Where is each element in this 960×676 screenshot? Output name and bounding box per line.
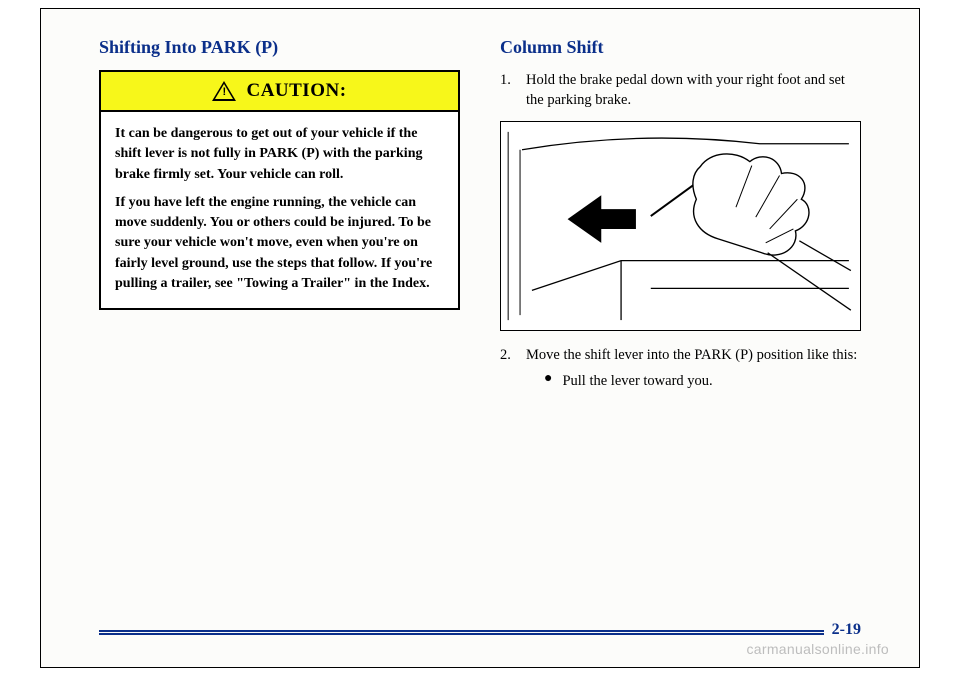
section-heading-right: Column Shift: [500, 37, 861, 58]
section-heading-left: Shifting Into PARK (P): [99, 37, 460, 58]
right-column: Column Shift 1. Hold the brake pedal dow…: [500, 37, 861, 401]
caution-header: ! CAUTION:: [101, 72, 458, 112]
step-text: Move the shift lever into the PARK (P) p…: [526, 347, 857, 363]
shift-lever-illustration: [500, 121, 861, 331]
two-column-layout: Shifting Into PARK (P) ! CAUTION: It can…: [99, 37, 861, 401]
instruction-list: 1. Hold the brake pedal down with your r…: [500, 70, 861, 111]
caution-paragraph: If you have left the engine running, the…: [115, 193, 444, 294]
step-text: Hold the brake pedal down with your righ…: [526, 70, 861, 111]
sub-bullet-item: ● Pull the lever toward you.: [526, 371, 857, 391]
double-rule-line: [99, 630, 861, 635]
illustration-svg: [501, 122, 860, 330]
instruction-step: 2. Move the shift lever into the PARK (P…: [500, 345, 861, 392]
caution-paragraph: It can be dangerous to get out of your v…: [115, 124, 444, 185]
manual-page: Shifting Into PARK (P) ! CAUTION: It can…: [40, 8, 920, 668]
warning-triangle-icon: !: [212, 81, 236, 101]
watermark-text: carmanualsonline.info: [747, 641, 890, 657]
step-number: 2.: [500, 345, 516, 392]
left-column: Shifting Into PARK (P) ! CAUTION: It can…: [99, 37, 460, 401]
page-number: 2-19: [824, 621, 861, 639]
instruction-step: 1. Hold the brake pedal down with your r…: [500, 70, 861, 111]
arrow-left-icon: [568, 195, 636, 243]
caution-box: ! CAUTION: It can be dangerous to get ou…: [99, 70, 460, 310]
caution-body: It can be dangerous to get out of your v…: [101, 112, 458, 308]
bullet-dot-icon: ●: [544, 371, 552, 391]
step-body: Move the shift lever into the PARK (P) p…: [526, 345, 857, 392]
footer-rule: 2-19: [99, 630, 861, 635]
instruction-list: 2. Move the shift lever into the PARK (P…: [500, 345, 861, 392]
sub-bullet-list: ● Pull the lever toward you.: [526, 371, 857, 391]
step-number: 1.: [500, 70, 516, 111]
bullet-text: Pull the lever toward you.: [562, 371, 712, 391]
caution-label: CAUTION:: [246, 80, 346, 102]
